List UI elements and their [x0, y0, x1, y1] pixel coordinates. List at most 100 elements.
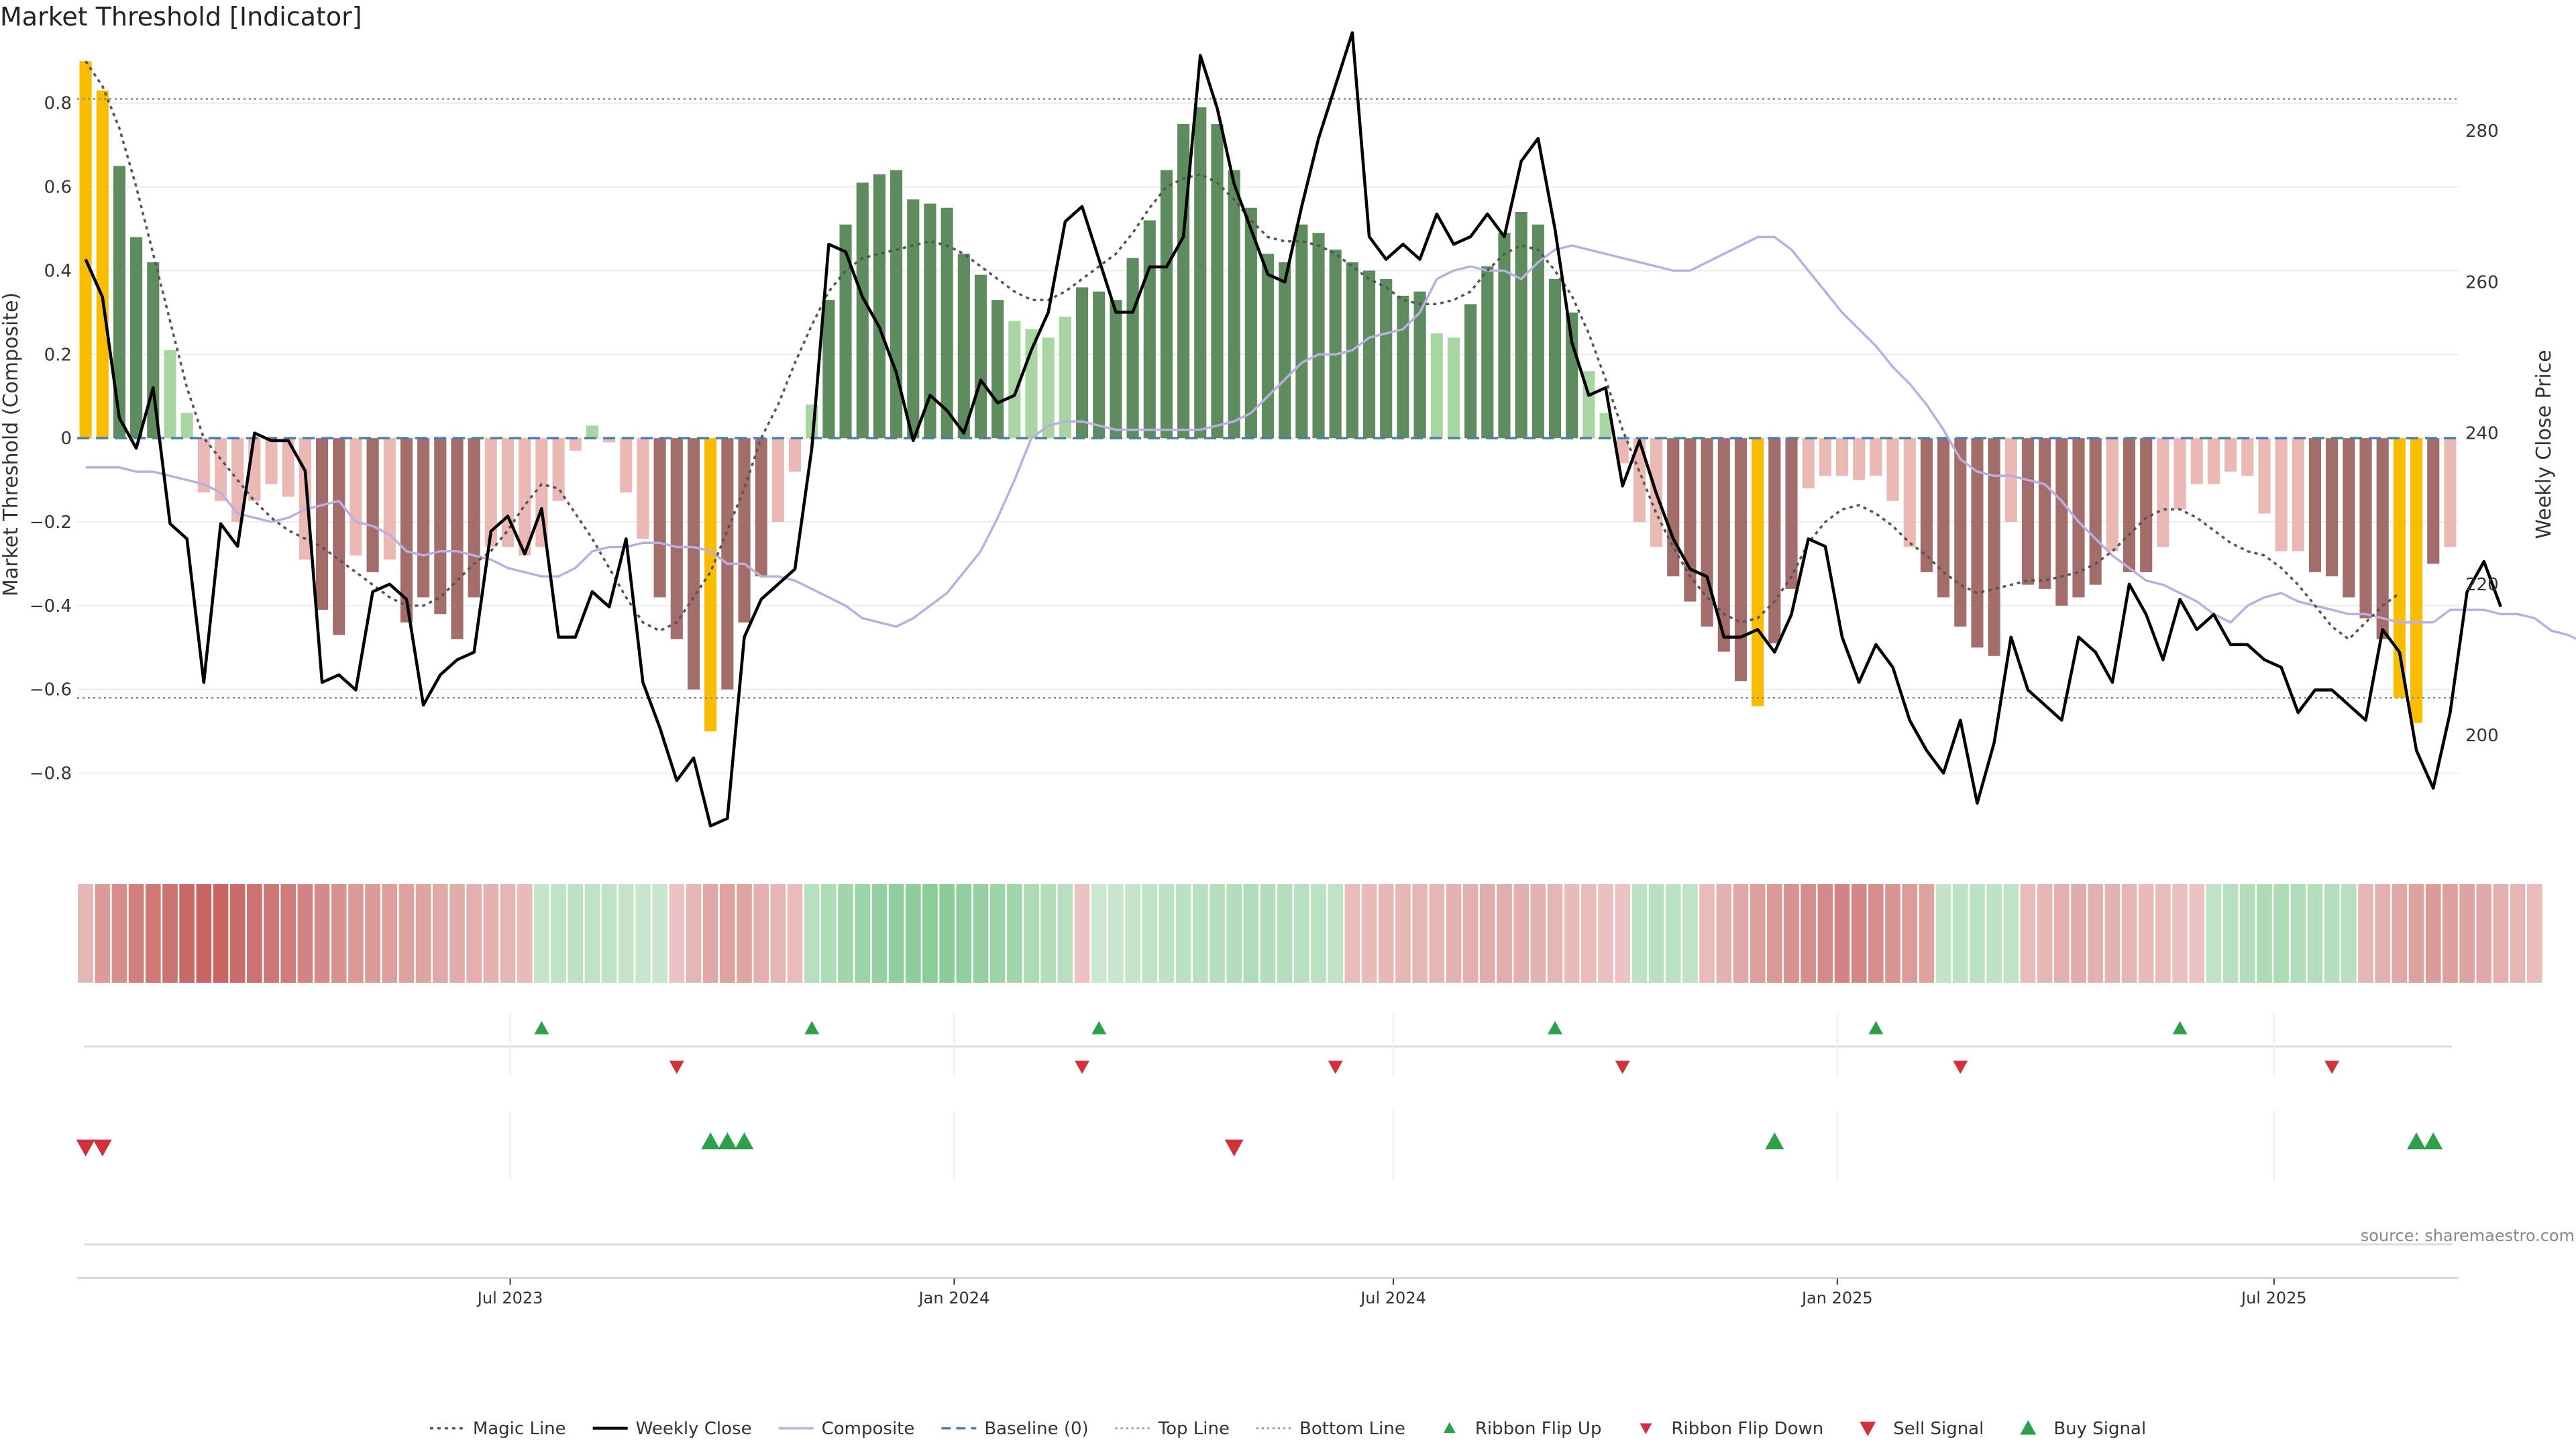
y2-tick-label: 280: [2465, 121, 2499, 142]
ribbon-cell: [652, 884, 667, 983]
ribbon-cell: [2358, 884, 2373, 983]
ribbon-cell: [297, 884, 313, 983]
ribbon-cell: [838, 884, 853, 983]
ribbon-cell: [635, 884, 651, 983]
composite-bar: [1481, 266, 1494, 439]
ribbon-cell: [280, 884, 297, 983]
ribbon-flip-up-marker: [1548, 1021, 1563, 1034]
composite-bar: [333, 438, 345, 635]
ribbon-cell: [1412, 884, 1428, 983]
composite-bar: [265, 438, 278, 484]
ribbon-cell: [1040, 884, 1057, 983]
composite-bar: [1093, 291, 1106, 439]
composite-bar: [1616, 438, 1629, 464]
legend-swatch: [2020, 1420, 2037, 1435]
ribbon-cell: [128, 884, 144, 983]
composite-bar: [2275, 438, 2288, 551]
ribbon-cell: [2510, 884, 2526, 983]
ribbon-cell: [162, 884, 178, 983]
ribbon-cell: [1631, 884, 1648, 983]
ribbon-cell: [1328, 884, 1344, 983]
composite-bar: [1498, 233, 1511, 439]
legend-item: Weekly Close: [592, 1419, 752, 1439]
legend-swatch: [1443, 1422, 1456, 1434]
ribbon-cell: [1462, 884, 1479, 983]
composite-bar: [1177, 123, 1190, 439]
ribbon-cell: [382, 884, 398, 983]
composite-bar: [890, 170, 903, 439]
composite-bar: [468, 438, 480, 598]
composite-bar: [2157, 438, 2169, 547]
composite-bar: [1633, 438, 1646, 523]
composite-bar: [1413, 291, 1426, 439]
ribbon-cell: [2054, 884, 2070, 983]
ribbon-cell: [1311, 884, 1326, 983]
composite-bar: [670, 438, 683, 639]
composite-bar: [79, 61, 92, 439]
ribbon-cell: [989, 884, 1006, 983]
composite-bar: [2444, 438, 2457, 547]
ribbon-cell: [1598, 884, 1613, 983]
ribbon-cell: [1530, 884, 1546, 983]
composite-bar: [1464, 304, 1477, 439]
composite-bar: [1126, 258, 1139, 439]
ribbon-cell: [2290, 884, 2306, 983]
ribbon-cell: [348, 884, 364, 983]
x-tick-label: Jul 2025: [2240, 1289, 2307, 1307]
sell-signal-marker: [93, 1139, 112, 1157]
ribbon-cell: [1615, 884, 1631, 983]
composite-bar: [1261, 254, 1275, 439]
legend-item: Ribbon Flip Up: [1443, 1419, 1601, 1439]
ribbon-cell: [2257, 884, 2272, 983]
ribbon-cell: [1429, 884, 1445, 983]
composite-bar: [991, 300, 1004, 439]
legend: Magic Line Weekly Close Composite Baseline …: [429, 1419, 2146, 1439]
composite-bar: [2326, 438, 2339, 577]
x-axis: Jul 2023 Jan 2024 Jul 2024 Jan 2025 Jul 2025: [77, 1013, 2459, 1307]
chart-title: Market Threshold [Indicator]: [0, 2, 362, 32]
composite-bar: [2427, 438, 2440, 564]
composite-bar: [1143, 220, 1156, 439]
composite-bar: [1295, 224, 1308, 439]
composite-bar: [417, 438, 430, 598]
y-tick-label: 0.6: [44, 178, 72, 198]
composite-bar: [197, 438, 210, 493]
y-tick-label: 0.2: [44, 345, 72, 365]
ribbon-cell: [1716, 884, 1732, 983]
x-tick-label: Jul 2024: [1359, 1289, 1426, 1307]
composite-bar: [1329, 250, 1342, 439]
composite-bar: [907, 199, 920, 439]
composite-bar: [1954, 438, 1967, 627]
composite-bar: [2308, 438, 2322, 572]
y-axis-label: Market Threshold (Composite): [0, 292, 23, 597]
composite-bar: [1717, 438, 1730, 652]
composite-bar: [2292, 438, 2304, 551]
composite-bar: [1566, 312, 1578, 439]
line-series: [77, 31, 2576, 828]
composite-bar: [1785, 438, 1798, 589]
ribbon-cell: [1801, 884, 1817, 983]
composite-bar: [1075, 287, 1089, 439]
buy-signal-marker: [735, 1132, 754, 1150]
ribbon-cell: [432, 884, 448, 983]
composite-bar: [1599, 413, 1612, 439]
legend-item: Buy Signal: [2020, 1419, 2146, 1439]
ribbon-cell: [1260, 884, 1276, 983]
ribbon-cell: [2071, 884, 2086, 983]
y2-tick-label: 200: [2465, 726, 2499, 746]
ribbon-cell: [2425, 884, 2441, 983]
composite-bar: [1752, 438, 1764, 706]
axes: −0.8 −0.6 −0.4 −0.2 0 0.2 0.4 0.6 0.8 200 220 240 26…: [0, 94, 2556, 784]
sell-signal-marker: [76, 1139, 95, 1157]
y2-tick-label: 220: [2465, 575, 2499, 595]
ribbon-cell: [398, 884, 415, 983]
composite-bar: [1701, 438, 1713, 627]
composite-bar: [2190, 438, 2203, 484]
composite-bar: [1211, 123, 1224, 439]
composite-bar: [974, 274, 987, 439]
ribbon-cell: [1226, 884, 1242, 983]
ribbon-cell: [1952, 884, 1968, 983]
ribbon-cell: [939, 884, 955, 983]
composite-bar: [1363, 270, 1376, 439]
